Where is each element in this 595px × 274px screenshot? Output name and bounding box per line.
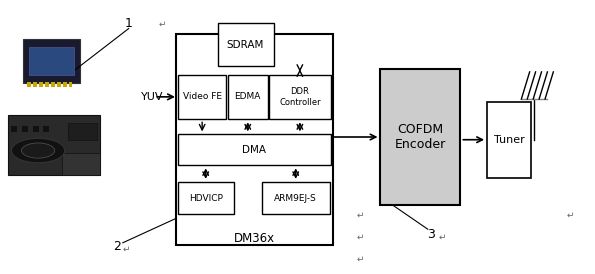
- Text: ↵: ↵: [158, 20, 166, 29]
- Bar: [262, 182, 330, 214]
- Bar: [23, 39, 80, 83]
- Text: DDR
Controller: DDR Controller: [279, 87, 321, 107]
- Bar: [487, 102, 531, 178]
- Bar: [8, 115, 101, 175]
- Circle shape: [21, 143, 55, 158]
- Text: ↵: ↵: [123, 245, 130, 254]
- Bar: [45, 82, 49, 87]
- Bar: [22, 125, 28, 132]
- Text: Tuner: Tuner: [494, 135, 525, 145]
- Bar: [178, 134, 331, 165]
- Bar: [62, 153, 101, 175]
- Text: ↵: ↵: [357, 255, 364, 264]
- Bar: [57, 82, 61, 87]
- Text: COFDM
Encoder: COFDM Encoder: [394, 123, 446, 151]
- Text: 1: 1: [125, 17, 133, 30]
- Bar: [380, 69, 461, 205]
- Bar: [69, 82, 73, 87]
- Bar: [27, 82, 31, 87]
- Bar: [39, 82, 43, 87]
- Bar: [11, 125, 17, 132]
- Bar: [63, 82, 67, 87]
- Text: ↵: ↵: [357, 211, 364, 220]
- Text: EDMA: EDMA: [234, 92, 261, 101]
- Text: YUV: YUV: [141, 92, 164, 102]
- Bar: [218, 23, 274, 67]
- Bar: [33, 125, 39, 132]
- Bar: [51, 82, 55, 87]
- Bar: [43, 125, 49, 132]
- Text: Video FE: Video FE: [183, 92, 222, 101]
- Bar: [178, 75, 227, 119]
- Bar: [33, 82, 37, 87]
- Text: DM36x: DM36x: [234, 232, 275, 245]
- Text: ↵: ↵: [357, 233, 364, 242]
- Text: ↵: ↵: [567, 211, 574, 220]
- Bar: [176, 34, 333, 246]
- Text: ARM9EJ-S: ARM9EJ-S: [274, 193, 317, 202]
- Text: HDVICP: HDVICP: [189, 193, 223, 202]
- Bar: [178, 182, 234, 214]
- Bar: [228, 75, 268, 119]
- Text: DMA: DMA: [242, 145, 267, 155]
- Text: 2: 2: [113, 240, 121, 253]
- Text: 3: 3: [427, 228, 435, 241]
- Circle shape: [11, 138, 65, 163]
- Bar: [29, 47, 74, 75]
- Bar: [68, 124, 98, 140]
- Text: SDRAM: SDRAM: [227, 40, 264, 50]
- Text: ↵: ↵: [439, 233, 446, 242]
- Bar: [269, 75, 331, 119]
